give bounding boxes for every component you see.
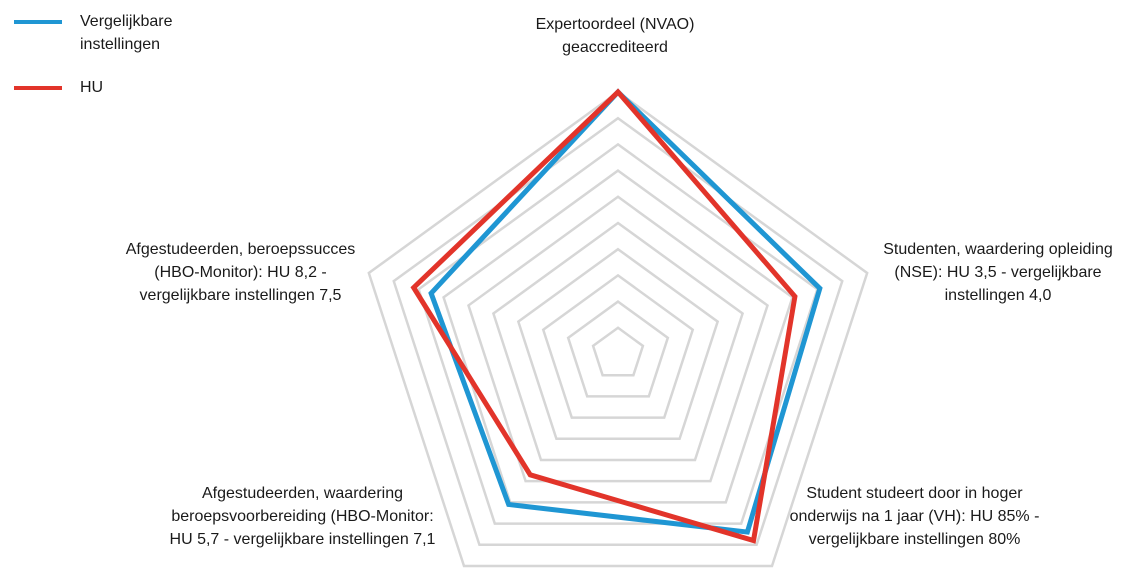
grid-ring-3 xyxy=(541,273,695,419)
legend-item-hu: HU xyxy=(14,76,230,99)
chart-legend: Vergelijkbare instellingen HU xyxy=(14,10,230,119)
grid-ring-8 xyxy=(417,142,819,525)
grid-ring-5 xyxy=(491,221,745,462)
axis-label-student-studeert-door: Student studeert door in hoger onderwijs… xyxy=(789,485,1040,548)
grid-ring-1 xyxy=(591,326,645,377)
axis-label-waardering-beroepsvoorbereiding: Afgestudeerden, waardering beroepsvoorbe… xyxy=(169,485,436,548)
legend-swatch-vergelijkbare xyxy=(14,20,62,24)
legend-label-hu: HU xyxy=(80,79,104,96)
axis-label-expertoordeel: Expertoordeel (NVAO) geaccrediteerd xyxy=(535,16,695,56)
series-hu xyxy=(410,88,798,544)
axis-label-beroepssucces: Afgestudeerden, beroepssucces (HBO-Monit… xyxy=(125,241,356,304)
legend-swatch-hu xyxy=(14,86,62,90)
legend-label-vergelijkbare: Vergelijkbare instellingen xyxy=(80,13,173,53)
grid-ring-6 xyxy=(467,195,769,483)
series-vergelijkbare-instellingen xyxy=(428,88,823,535)
grid-ring-9 xyxy=(392,116,844,547)
grid-ring-4 xyxy=(516,247,720,441)
axis-label-studenten-waardering: Studenten, waardering opleiding (NSE): H… xyxy=(883,241,1113,304)
legend-item-vergelijkbare: Vergelijkbare instellingen xyxy=(14,10,230,56)
grid-ring-10 xyxy=(367,90,869,568)
grid-ring-2 xyxy=(566,300,670,398)
